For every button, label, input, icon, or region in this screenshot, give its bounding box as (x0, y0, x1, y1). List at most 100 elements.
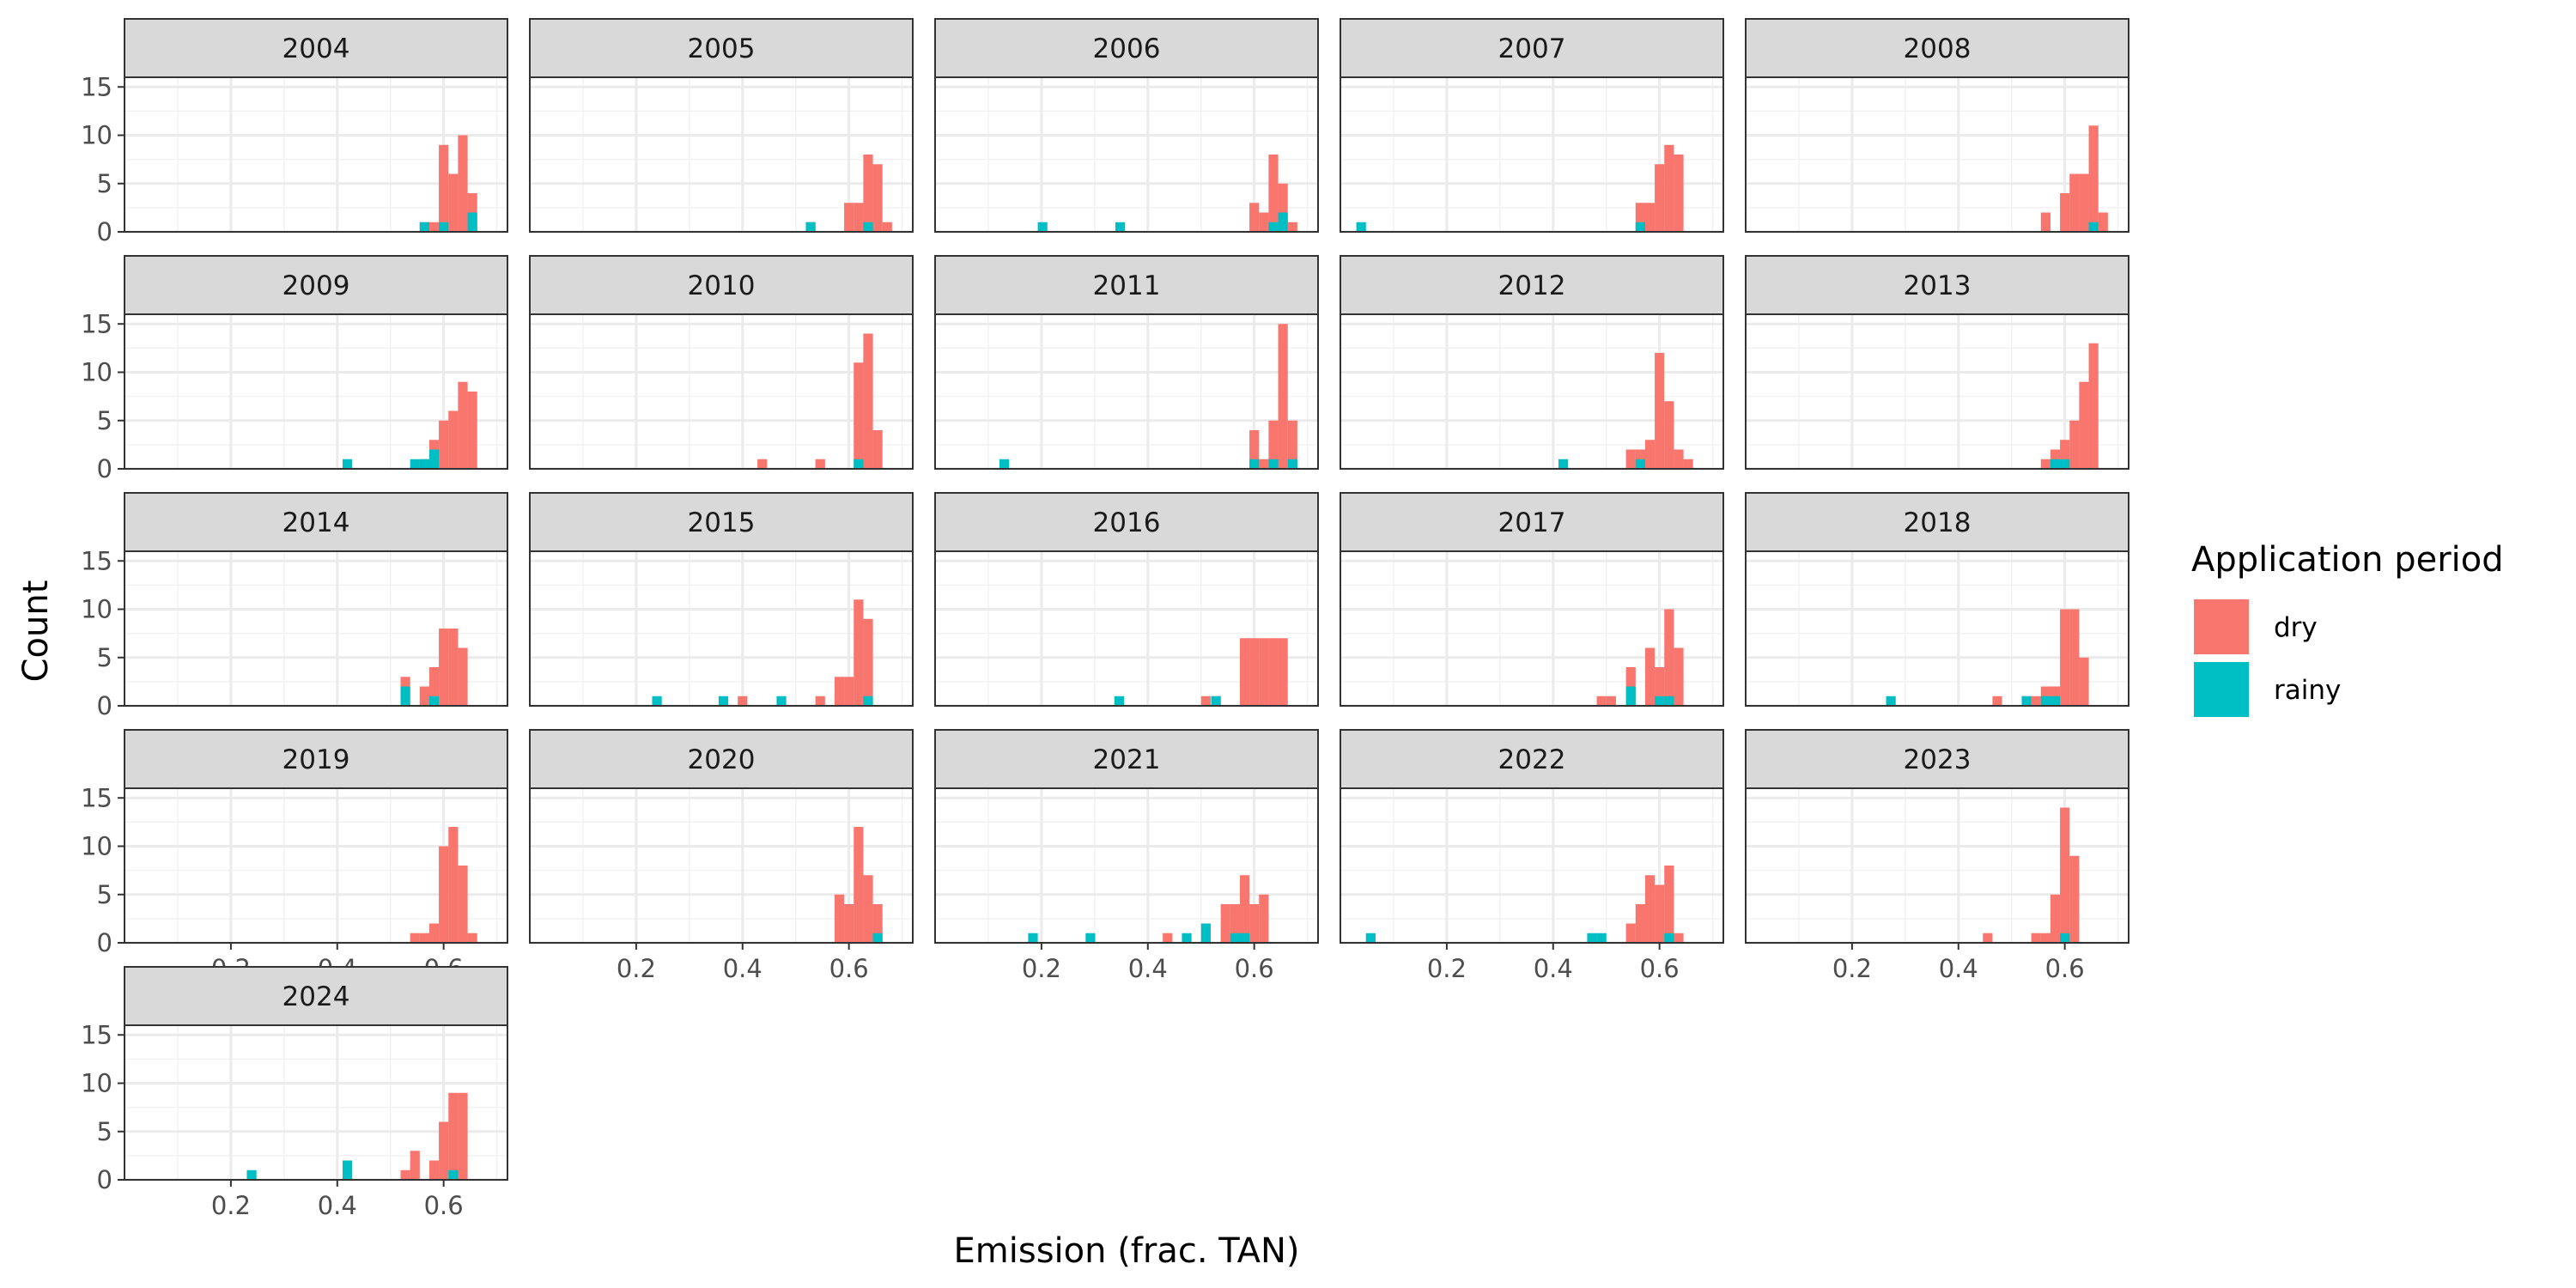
facet-panel-2013: 2013 (1745, 255, 2129, 471)
facet-panel-2022: 2022 0.2 0.4 0.6 (1340, 729, 1724, 983)
bar-rainy (2040, 696, 2051, 706)
bar-rainy (439, 222, 449, 232)
facet-strip (1745, 255, 2129, 315)
panel-border (934, 550, 1319, 707)
panel-border (124, 787, 508, 944)
bar-rainy (428, 696, 440, 706)
bar-dry (1644, 203, 1656, 232)
panel-border (934, 313, 1319, 470)
legend-label-dry: dry (2274, 612, 2318, 643)
bar-dry (2088, 125, 2099, 232)
bar-dry (439, 629, 449, 706)
bar-dry (863, 333, 873, 469)
facet-panel-2009: 2009 0 5 10 15 (81, 255, 508, 483)
facet-strip (124, 492, 508, 552)
panel-border (1745, 787, 2129, 944)
bar-dry (2060, 193, 2070, 232)
bar-dry (1220, 904, 1230, 943)
facet-panel-2004: 2004 0 5 10 15 (81, 18, 508, 246)
bar-rainy (1558, 459, 1569, 469)
x-tick-label: 0.6 (2045, 954, 2085, 983)
panel-border (1745, 76, 2129, 233)
bar-rainy (1115, 222, 1126, 232)
facet-panel-2008: 2008 (1745, 18, 2129, 234)
y-tick-label: 5 (97, 643, 112, 672)
bar-rainy (1596, 933, 1607, 943)
bar-dry (1664, 866, 1674, 943)
facet-panel-2011: 2011 (934, 255, 1319, 471)
facet-strip (529, 255, 914, 315)
bar-rainy (1268, 222, 1279, 232)
panel-border (124, 1024, 508, 1181)
bar-dry (428, 667, 440, 706)
bar-rainy (2060, 933, 2070, 943)
bar-dry (2069, 855, 2080, 943)
panel-border (1340, 550, 1724, 707)
facet-strip (1745, 492, 2129, 552)
bar-dry (428, 222, 440, 232)
facet-panel-2019: 20190510150.20.40.6 (81, 729, 508, 983)
bar-dry (854, 827, 864, 943)
bar-dry (1278, 183, 1288, 232)
bar-dry (844, 904, 854, 943)
bar-dry (1259, 894, 1269, 943)
bar-dry (1664, 401, 1674, 469)
bar-dry (2088, 343, 2099, 469)
facet-strip-label: 2007 (1498, 33, 1566, 64)
bar-dry (2060, 609, 2070, 706)
facet-strip-label: 2020 (688, 744, 756, 775)
panel-border (529, 313, 914, 470)
bar-dry (1644, 647, 1656, 706)
facet-strip (529, 18, 914, 78)
bar-rainy (2060, 459, 2070, 469)
bar-dry (458, 647, 468, 706)
bar-dry (448, 410, 459, 469)
panel-border (124, 76, 508, 233)
bar-dry (738, 696, 748, 706)
panel-border (529, 76, 914, 233)
bar-dry (863, 155, 873, 232)
x-tick-label: 0.6 (424, 1191, 464, 1220)
y-tick-label: 15 (81, 1020, 112, 1049)
bar-rainy (1211, 696, 1221, 706)
bar-rainy (1287, 459, 1297, 469)
bar-dry (872, 904, 883, 943)
bar-dry (1655, 884, 1665, 943)
bar-rainy (1365, 933, 1376, 943)
bar-rainy (428, 449, 440, 469)
bar-rainy (1114, 696, 1124, 706)
facet-panel-2017: 2017 (1340, 492, 1724, 708)
bar-dry (2050, 894, 2061, 943)
x-tick-label: 0.6 (1640, 954, 1680, 983)
bar-dry (882, 222, 892, 232)
bar-dry (1249, 430, 1260, 469)
bar-dry (1249, 203, 1260, 232)
bar-dry (400, 1170, 410, 1180)
bar-dry (2079, 173, 2089, 232)
bar-dry (2060, 440, 2070, 469)
legend-title: Application period (2191, 540, 2504, 580)
y-tick-label: 10 (81, 595, 112, 624)
bar-dry (1230, 904, 1241, 943)
y-axis-title: Count (16, 580, 56, 683)
bar-dry (1625, 923, 1636, 943)
bar-dry (1655, 353, 1665, 469)
facet-panel-2006: 2006 (934, 18, 1319, 234)
y-tick-label: 15 (81, 783, 112, 812)
facet-panel-2015: 2015 (529, 492, 914, 708)
bar-rainy (1664, 696, 1674, 706)
bar-dry (2069, 173, 2080, 232)
bar-dry (1625, 449, 1636, 469)
x-tick-label: 0.2 (617, 954, 656, 983)
bar-dry (1287, 222, 1297, 232)
x-tick-label: 0.4 (1128, 954, 1168, 983)
y-tick-label: 0 (97, 217, 112, 246)
facet-strip (529, 729, 914, 789)
bar-rainy (1268, 459, 1279, 469)
facet-strip (934, 18, 1319, 78)
facet-strip-label: 2008 (1904, 33, 1971, 64)
facet-strip (1340, 492, 1724, 552)
bar-rainy (2021, 696, 2032, 706)
bar-dry (1596, 696, 1607, 706)
